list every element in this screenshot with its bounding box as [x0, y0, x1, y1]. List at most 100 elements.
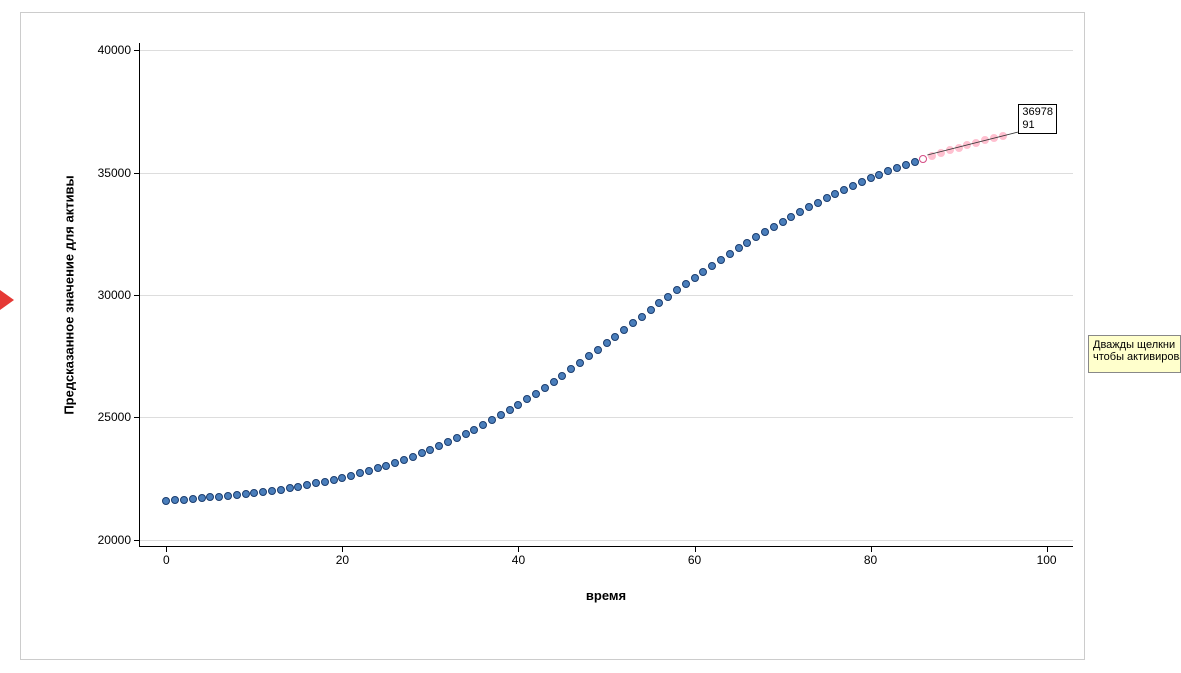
data-point — [162, 497, 170, 505]
x-tick-label: 60 — [688, 553, 701, 567]
data-point — [849, 182, 857, 190]
data-point — [796, 208, 804, 216]
data-point — [779, 218, 787, 226]
data-point — [224, 492, 232, 500]
data-point — [479, 421, 487, 429]
x-axis-label: время — [586, 588, 626, 603]
tooltip-line1: Дважды щелкни — [1093, 339, 1175, 351]
data-point — [330, 476, 338, 484]
gridline — [140, 50, 1073, 51]
data-point — [303, 481, 311, 489]
data-point — [620, 326, 628, 334]
data-point — [180, 496, 188, 504]
plot-area — [140, 43, 1073, 547]
x-tick-mark — [342, 547, 343, 552]
data-point — [682, 280, 690, 288]
data-point — [374, 464, 382, 472]
x-tick-label: 0 — [163, 553, 170, 567]
data-point — [735, 244, 743, 252]
data-point — [347, 472, 355, 480]
data-point — [787, 213, 795, 221]
y-tick-mark — [134, 173, 139, 174]
data-point — [955, 144, 963, 152]
data-point — [250, 489, 258, 497]
data-point — [840, 186, 848, 194]
x-axis-line — [140, 546, 1073, 547]
data-point — [567, 365, 575, 373]
data-point — [858, 178, 866, 186]
data-point — [435, 442, 443, 450]
x-tick-label: 40 — [512, 553, 525, 567]
data-point — [990, 134, 998, 142]
data-point — [875, 171, 883, 179]
y-tick-label: 35000 — [98, 166, 131, 180]
data-point — [215, 493, 223, 501]
data-point — [576, 359, 584, 367]
x-tick-mark — [695, 547, 696, 552]
data-point — [743, 239, 751, 247]
data-point — [761, 228, 769, 236]
data-point — [937, 149, 945, 157]
data-point — [523, 395, 531, 403]
data-point — [453, 434, 461, 442]
data-point — [911, 158, 919, 166]
data-point — [470, 426, 478, 434]
data-point — [981, 136, 989, 144]
y-tick-label: 20000 — [98, 533, 131, 547]
data-point — [514, 401, 522, 409]
data-point — [400, 456, 408, 464]
data-point — [506, 406, 514, 414]
x-tick-label: 20 — [336, 553, 349, 567]
x-tick-mark — [871, 547, 872, 552]
data-point — [884, 167, 892, 175]
y-tick-mark — [134, 50, 139, 51]
data-point — [259, 488, 267, 496]
red-arrow-indicator — [0, 290, 14, 310]
data-point — [611, 333, 619, 341]
data-point — [312, 479, 320, 487]
gridline — [140, 540, 1073, 541]
data-point — [664, 293, 672, 301]
x-tick-container: 020406080100 — [140, 553, 1073, 573]
data-point — [638, 313, 646, 321]
gridline — [140, 417, 1073, 418]
y-axis-line — [139, 43, 140, 547]
x-tick-mark — [518, 547, 519, 552]
data-point — [532, 390, 540, 398]
y-tick-mark — [134, 295, 139, 296]
data-point — [338, 474, 346, 482]
data-point — [321, 478, 329, 486]
annotation-box: 36978 91 — [1018, 104, 1057, 134]
y-axis-label: Предсказанное значение для активы — [62, 175, 77, 414]
data-point — [963, 141, 971, 149]
data-point — [558, 372, 566, 380]
data-point — [550, 378, 558, 386]
chart-container[interactable]: 2000025000300003500040000 020406080100 П… — [20, 12, 1085, 660]
data-point — [294, 483, 302, 491]
tooltip-line2: чтобы активирова — [1093, 351, 1181, 363]
data-point — [426, 446, 434, 454]
x-tick-mark — [1047, 547, 1048, 552]
data-point — [823, 194, 831, 202]
x-tick-label: 80 — [864, 553, 877, 567]
data-point — [585, 352, 593, 360]
data-point — [893, 164, 901, 172]
data-point — [382, 462, 390, 470]
data-point — [972, 139, 980, 147]
y-tick-label: 30000 — [98, 288, 131, 302]
data-point — [189, 495, 197, 503]
annotation-line2: 91 — [1022, 119, 1034, 131]
data-point — [770, 223, 778, 231]
activation-tooltip: Дважды щелкни чтобы активирова — [1088, 335, 1181, 373]
data-point — [928, 152, 936, 160]
data-point — [242, 490, 250, 498]
data-point — [902, 161, 910, 169]
data-point — [831, 190, 839, 198]
data-point — [418, 449, 426, 457]
x-tick-mark — [166, 547, 167, 552]
data-point — [268, 487, 276, 495]
data-point — [708, 262, 716, 270]
data-point — [726, 250, 734, 258]
data-point — [356, 469, 364, 477]
data-point — [409, 453, 417, 461]
